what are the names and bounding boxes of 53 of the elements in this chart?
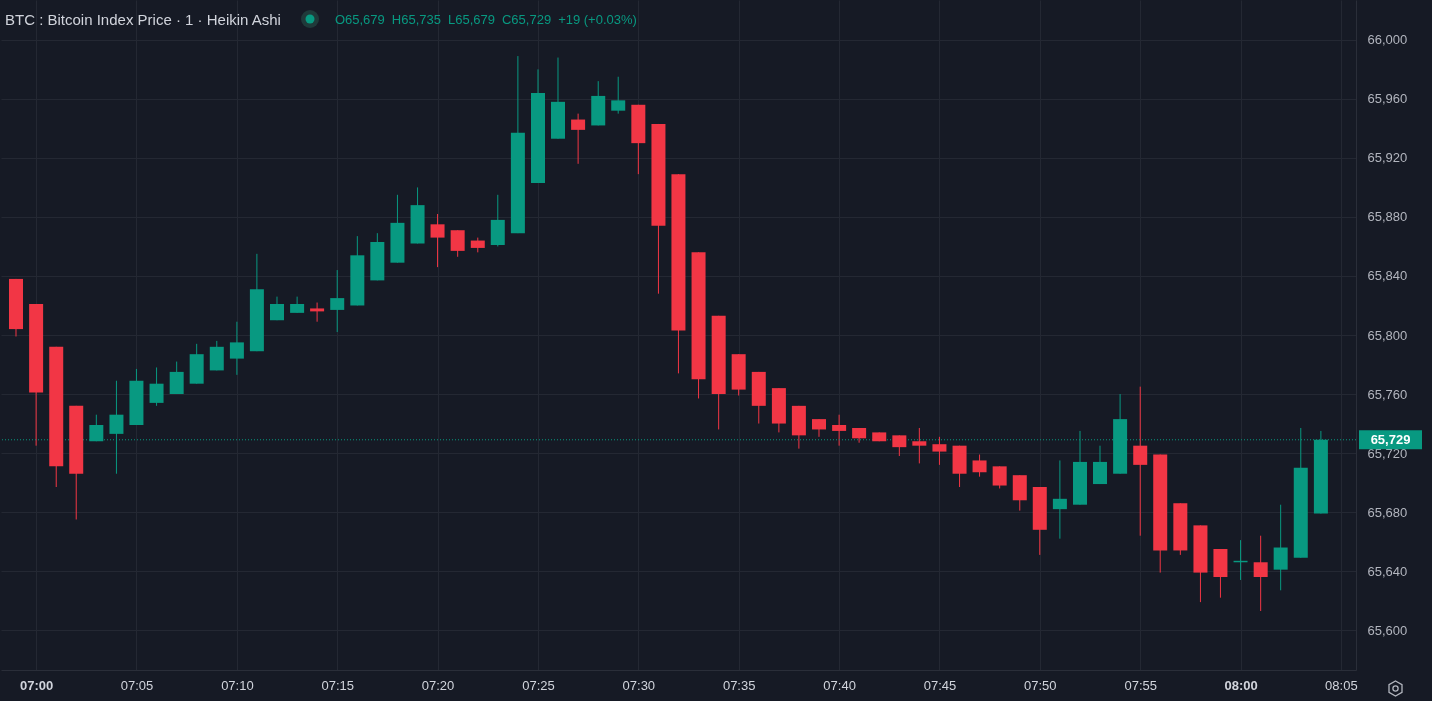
y-tick-label: 66,000 (1367, 32, 1408, 48)
y-tick-label: 65,960 (1367, 91, 1408, 107)
x-tick-label: 07:50 (1024, 677, 1057, 693)
candlestick (912, 427, 927, 464)
candlestick (1052, 459, 1067, 540)
candlestick (1133, 386, 1148, 537)
candlestick (932, 436, 947, 466)
y-tick-label: 65,640 (1367, 563, 1408, 579)
candlestick (209, 340, 224, 371)
y-tick-label: 65,840 (1367, 268, 1408, 284)
candlestick (972, 454, 987, 478)
x-tick-label: 07:40 (823, 677, 856, 693)
y-tick-label: 65,720 (1367, 445, 1408, 461)
candlestick (611, 76, 626, 115)
x-tick-label: 08:05 (1325, 677, 1358, 693)
y-tick-label: 65,800 (1367, 327, 1408, 343)
candlestick (1092, 445, 1107, 485)
x-tick-label: 08:00 (1224, 677, 1258, 693)
ref-line-label: 65,729 (1370, 431, 1411, 447)
x-tick-label: 07:00 (19, 677, 54, 693)
y-tick-label: 65,880 (1367, 209, 1408, 225)
x-tick-label: 07:35 (722, 677, 756, 693)
candlestick (892, 434, 907, 457)
annotation: L65,679 (447, 11, 495, 27)
candlestick (169, 361, 184, 395)
y-tick-label: 65,760 (1367, 386, 1408, 402)
annotation: +19 (+0.03%) (558, 11, 637, 27)
x-tick-label: 07:45 (923, 677, 957, 693)
y-tick-label: 65,920 (1367, 150, 1408, 166)
candlestick (149, 366, 164, 407)
y-tick-label: 65,600 (1367, 622, 1408, 638)
candlestick (1253, 535, 1268, 612)
x-tick-label: 07:15 (321, 677, 354, 693)
x-tick-label: 07:10 (221, 677, 254, 693)
x-tick-label: 07:25 (522, 677, 555, 693)
candlestick (832, 414, 847, 447)
x-tick-label: 07:20 (421, 677, 455, 693)
annotation: C65,729 (501, 11, 552, 27)
x-tick-label: 07:55 (1124, 677, 1157, 693)
candlestick (430, 213, 445, 268)
candlestick (450, 229, 465, 258)
candlestick (330, 269, 345, 333)
candlestick (229, 321, 244, 376)
x-tick-label: 07:30 (622, 677, 656, 693)
annotation: O65,679 (334, 11, 385, 27)
candlestick (1273, 504, 1288, 591)
candlestick (992, 465, 1007, 489)
text: BTC : Bitcoin Index Price · 1 · Heikin Ashi (5, 10, 281, 28)
y-tick-label: 65,680 (1367, 504, 1408, 520)
x-tick-label: 07:05 (120, 677, 154, 693)
candlestick (571, 113, 586, 165)
annotation: H65,735 (391, 11, 441, 27)
candlestick (310, 302, 325, 323)
